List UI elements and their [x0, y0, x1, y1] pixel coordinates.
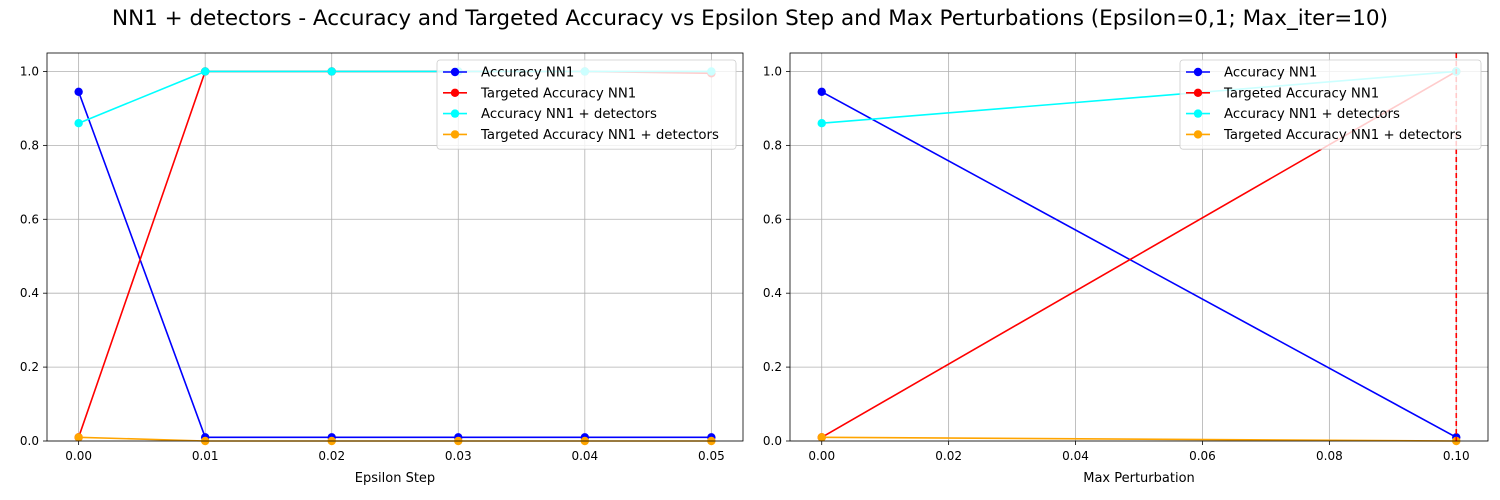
panel1-legend-marker-1: [450, 67, 460, 77]
panel2-legend-label-4: Targeted Accuracy NN1 + detectors: [1223, 128, 1462, 143]
panel1-series-line-1: [77, 91, 712, 439]
panel2-y-tick-label: 0.2: [763, 360, 782, 374]
panel1-legend-label-3: Accuracy NN1 + detectors: [481, 107, 657, 122]
panel1-x-tick-label: 0.03: [445, 449, 472, 463]
panel1-y-tick-label: 0.2: [20, 360, 39, 374]
panel1-legend-box: [436, 59, 737, 150]
panel2-legend-marker-2: [1193, 88, 1203, 98]
panel2-series-1-point: [817, 87, 826, 97]
panel1-x-tick-label: 0.02: [318, 449, 345, 463]
panel1-axes: 0.00 0.01 0.02 0.03 0.04 0.05 0.0 0.2 0.4 0.6 0.8 1…: [20, 52, 744, 486]
panel1-series-3-point: [200, 67, 210, 76]
panel1-legend-label-2: Targeted Accuracy NN1: [480, 86, 636, 101]
panel1-legend: Accuracy NN1 Targeted Accuracy NN1 Accurac…: [436, 59, 737, 150]
panel1-legend-marker-2: [450, 88, 460, 98]
panel1-series-1-point: [74, 87, 83, 97]
panel2-series-3-point: [817, 119, 826, 128]
panel1-legend-label-4: Targeted Accuracy NN1 + detectors: [480, 128, 719, 143]
panel2-axes: 0.00 0.02 0.04 0.06 0.08 0.10 0.0 0.2 0.4 0.6 0.8 1…: [763, 52, 1489, 486]
panel2-legend-label-3: Accuracy NN1 + detectors: [1224, 107, 1400, 122]
panel2-legend-marker-1: [1193, 67, 1203, 77]
panel2-series-line-4: [821, 436, 1457, 442]
panel2-legend-label-1: Accuracy NN1: [1224, 66, 1317, 81]
panel1-y-tick-label: 0.0: [20, 434, 39, 448]
panel1-y-tick-label: 1.0: [20, 64, 39, 78]
panel1-series-3-point: [327, 67, 336, 76]
panel1-y-tick-label: 0.6: [20, 212, 39, 226]
panel1-y-tick-label: 0.8: [20, 138, 39, 152]
panel2-x-tick-label: 0.04: [1062, 449, 1089, 463]
panel1-series-4-point: [74, 433, 83, 442]
panel2-y-tick-label: 0.0: [763, 434, 782, 448]
panel1-axes-frame: [46, 52, 744, 442]
panel1-x-axis-label: Epsilon Step: [355, 471, 435, 486]
panel2-x-tick-label: 0.08: [1316, 449, 1343, 463]
panel2-y-tick-label: 1.0: [763, 64, 782, 78]
figure-title: NN1 + detectors - Accuracy and Targeted …: [112, 6, 1388, 31]
panel2-axes-frame: [789, 52, 1489, 442]
panel2-legend-box: [1179, 59, 1482, 150]
panel2-y-tick-label: 0.4: [763, 286, 782, 300]
panel2-series-4-point: [817, 433, 826, 442]
panel2-y-tick-label: 0.8: [763, 138, 782, 152]
panel2-legend-label-2: Targeted Accuracy NN1: [1223, 86, 1379, 101]
panel2-x-axis-label: Max Perturbation: [1083, 471, 1195, 486]
panel1-legend-marker-4: [450, 130, 460, 139]
panel2-x-tick-label: 0.00: [808, 449, 835, 463]
panel2-y-tick-label: 0.6: [763, 212, 782, 226]
panel1-series-3-point: [74, 119, 83, 128]
panel2-x-tick-label: 0.06: [1189, 449, 1216, 463]
panel1-x-tick-label: 0.04: [571, 449, 598, 463]
panel2-legend-marker-3: [1193, 109, 1203, 118]
panel1-x-tick-label: 0.05: [698, 449, 725, 463]
panel2-series-line-1: [821, 91, 1457, 439]
panel2-legend-marker-4: [1193, 130, 1203, 139]
panel2-x-tick-label: 0.02: [935, 449, 962, 463]
panel1-legend-marker-3: [450, 109, 460, 118]
panel1-x-tick-label: 0.01: [192, 449, 219, 463]
panel1-legend-label-1: Accuracy NN1: [481, 66, 574, 81]
panel1-x-tick-label: 0.00: [65, 449, 92, 463]
panel1-y-tick-label: 0.4: [20, 286, 39, 300]
panel2-x-tick-label: 0.10: [1443, 449, 1470, 463]
panel2-legend: Accuracy NN1 Targeted Accuracy NN1 Accurac…: [1179, 59, 1482, 150]
